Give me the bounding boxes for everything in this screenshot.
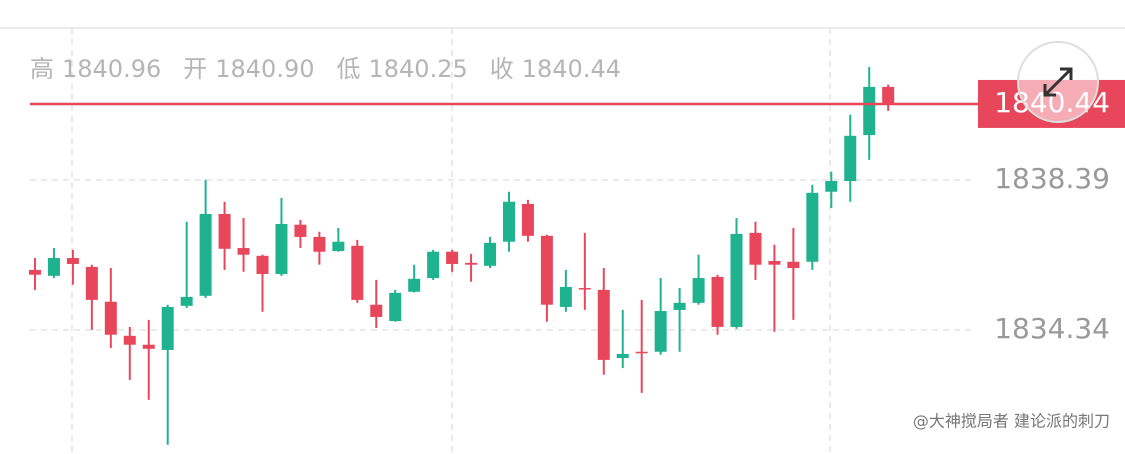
candle-body: [730, 233, 743, 327]
candle-body: [484, 242, 497, 266]
summary-label: 高: [30, 55, 54, 83]
candle-body: [218, 213, 231, 249]
candle-body: [844, 135, 857, 181]
candle-body: [711, 276, 724, 327]
candle-body: [863, 86, 876, 136]
candle-body: [806, 192, 819, 262]
candle-body: [313, 236, 326, 252]
candle-body: [199, 213, 212, 296]
candle-body: [787, 261, 800, 269]
summary-value: 1840.44: [522, 55, 621, 83]
watermark: @大神搅局者 建论派的刺刀: [913, 412, 1110, 431]
candle-body: [559, 286, 572, 307]
candle-body: [123, 335, 136, 345]
candle-body: [66, 258, 79, 264]
candle-body: [275, 223, 288, 274]
candle-body: [104, 301, 117, 335]
summary-label: 开: [183, 55, 207, 83]
plot: [28, 66, 975, 445]
candle-body: [654, 311, 667, 352]
candle-body: [142, 344, 155, 349]
candle-body: [408, 278, 421, 292]
candle-body: [502, 201, 515, 242]
summary-value: 1840.90: [215, 55, 314, 83]
candle-body: [768, 261, 781, 265]
candle-body: [673, 302, 686, 310]
y-tick-label: 1834.34: [994, 312, 1110, 345]
candle-body: [692, 278, 705, 303]
summary-value: 1840.96: [62, 55, 161, 83]
candle-body: [521, 203, 534, 236]
candle-body: [597, 289, 610, 360]
candle-body: [540, 235, 553, 305]
candle-body: [389, 292, 402, 322]
candle-body: [332, 241, 345, 252]
candle-body: [370, 304, 383, 317]
candle-body: [180, 296, 193, 306]
candle-body: [237, 248, 250, 255]
candle-body: [825, 180, 838, 192]
expand-button[interactable]: [1017, 41, 1099, 123]
summary-value: 1840.25: [369, 55, 468, 83]
candle-body: [161, 306, 174, 350]
candle-body: [446, 251, 459, 264]
overlay: 1834.34 1838.39 高 1840.96 开 1840.90 低 1840.25 收 1…: [30, 55, 1125, 345]
candle-body: [256, 255, 269, 274]
candle-body: [749, 232, 762, 265]
candle-body: [47, 258, 60, 276]
summary-label: 收: [490, 55, 514, 83]
candle-body: [616, 353, 629, 359]
candle-body: [465, 262, 478, 265]
candle-body: [85, 266, 98, 300]
candle-body: [427, 251, 440, 279]
candle-body: [28, 269, 41, 275]
summary-label: 低: [337, 55, 361, 83]
candle-body: [351, 245, 364, 300]
candle-body: [294, 224, 307, 237]
candle-body: [578, 288, 591, 290]
candle-body: [635, 351, 648, 354]
y-tick-label: 1838.39: [994, 162, 1110, 195]
candle-body: [882, 86, 895, 104]
